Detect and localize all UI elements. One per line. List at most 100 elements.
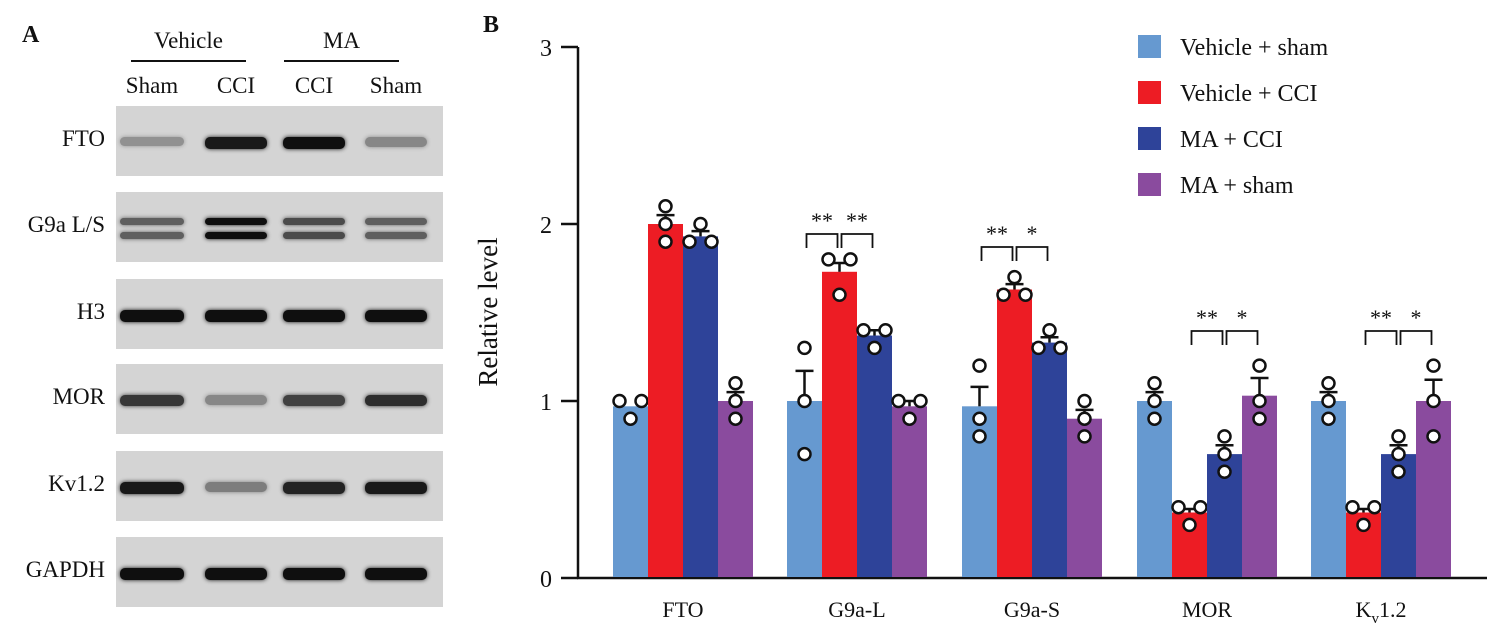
- protein-band: [205, 568, 267, 580]
- protein-band: [120, 218, 184, 225]
- protein-band: [283, 218, 345, 225]
- y-tick-label: 3: [540, 36, 552, 62]
- data-point: [891, 393, 906, 409]
- lane-label: CCI: [216, 73, 256, 98]
- data-point: [1252, 411, 1267, 426]
- data-point: [1147, 411, 1162, 426]
- x-tick-label: G9a-L: [828, 597, 885, 622]
- data-point: [1391, 446, 1406, 462]
- data-point: [902, 411, 917, 426]
- bar: [1311, 401, 1346, 577]
- protein-label: H3: [76, 299, 105, 324]
- protein-band: [205, 482, 267, 492]
- blot-row: [116, 106, 443, 176]
- data-point: [1321, 376, 1336, 391]
- protein-band: [120, 482, 184, 494]
- data-point: [1217, 464, 1232, 480]
- data-point: [913, 393, 928, 409]
- protein-band: [205, 137, 267, 149]
- protein-label: FTO: [61, 126, 105, 151]
- data-point: [1171, 499, 1186, 515]
- data-point: [704, 234, 719, 249]
- data-point: [1042, 322, 1057, 338]
- significance-bracket: [805, 233, 839, 248]
- data-point: [1077, 411, 1092, 426]
- data-point: [1053, 340, 1068, 356]
- bar: [892, 406, 927, 577]
- bar: [822, 271, 857, 577]
- data-point: [1217, 429, 1232, 444]
- bar: [1416, 401, 1451, 577]
- data-point: [1367, 499, 1382, 515]
- y-tick-label: 1: [540, 390, 552, 416]
- data-point: [797, 446, 812, 462]
- data-point: [797, 393, 812, 409]
- data-point: [1193, 499, 1208, 515]
- x-tick-label: FTO: [662, 597, 703, 622]
- significance-label: *: [1027, 221, 1038, 246]
- bar: [857, 335, 892, 577]
- protein-label: Kv1.2: [48, 471, 105, 496]
- bar: [787, 401, 822, 577]
- data-point: [612, 393, 627, 409]
- bar: [683, 236, 718, 577]
- protein-band: [283, 568, 345, 580]
- data-point: [972, 358, 987, 373]
- protein-label: GAPDH: [25, 557, 105, 582]
- data-point: [623, 411, 638, 426]
- significance-label: **: [986, 221, 1008, 246]
- protein-band: [205, 232, 267, 239]
- data-point: [658, 199, 673, 214]
- x-tick-label: Kv1.2: [1356, 597, 1407, 627]
- data-point: [843, 252, 858, 267]
- data-point: [1182, 517, 1197, 533]
- panel-a-label: A: [22, 22, 40, 48]
- data-point: [1007, 269, 1022, 285]
- data-point: [867, 340, 882, 356]
- bar: [1032, 342, 1067, 577]
- data-point: [996, 287, 1011, 303]
- legend-swatch: [1138, 81, 1161, 104]
- legend-label: Vehicle + sham: [1180, 35, 1328, 61]
- protein-band: [283, 310, 345, 322]
- protein-band: [365, 395, 427, 407]
- bar: [718, 401, 753, 577]
- bar: [997, 289, 1032, 577]
- protein-band: [365, 568, 427, 580]
- data-point: [797, 340, 812, 356]
- data-point: [1252, 358, 1267, 373]
- legend-swatch: [1138, 127, 1161, 150]
- y-axis-title: Relative level: [473, 237, 503, 386]
- protein-band: [120, 310, 184, 322]
- x-tick-label: G9a-S: [1004, 597, 1060, 622]
- legend-swatch: [1138, 35, 1161, 58]
- data-point: [1031, 340, 1046, 356]
- protein-band: [120, 137, 184, 147]
- significance-bracket: [1225, 330, 1259, 345]
- data-point: [1426, 358, 1441, 373]
- data-point: [1321, 393, 1336, 409]
- x-tick-label: MOR: [1182, 597, 1232, 622]
- data-point: [1252, 393, 1267, 409]
- data-point: [1391, 429, 1406, 444]
- data-point: [878, 322, 893, 338]
- data-point: [1147, 393, 1162, 409]
- treatment-group-line: [131, 60, 246, 62]
- data-point: [1426, 429, 1441, 444]
- data-point: [728, 376, 743, 391]
- lane-label: Sham: [369, 73, 423, 98]
- blot-row: [116, 451, 443, 521]
- lane-label: Sham: [125, 73, 179, 98]
- significance-label: **: [1370, 305, 1392, 330]
- data-point: [728, 411, 743, 426]
- protein-band: [365, 218, 427, 225]
- protein-band: [365, 137, 427, 147]
- blot-row: [116, 364, 443, 434]
- protein-band: [120, 395, 184, 407]
- bar: [613, 406, 648, 577]
- data-point: [1345, 499, 1360, 515]
- protein-band: [205, 310, 267, 322]
- data-point: [682, 234, 697, 249]
- protein-band: [283, 482, 345, 494]
